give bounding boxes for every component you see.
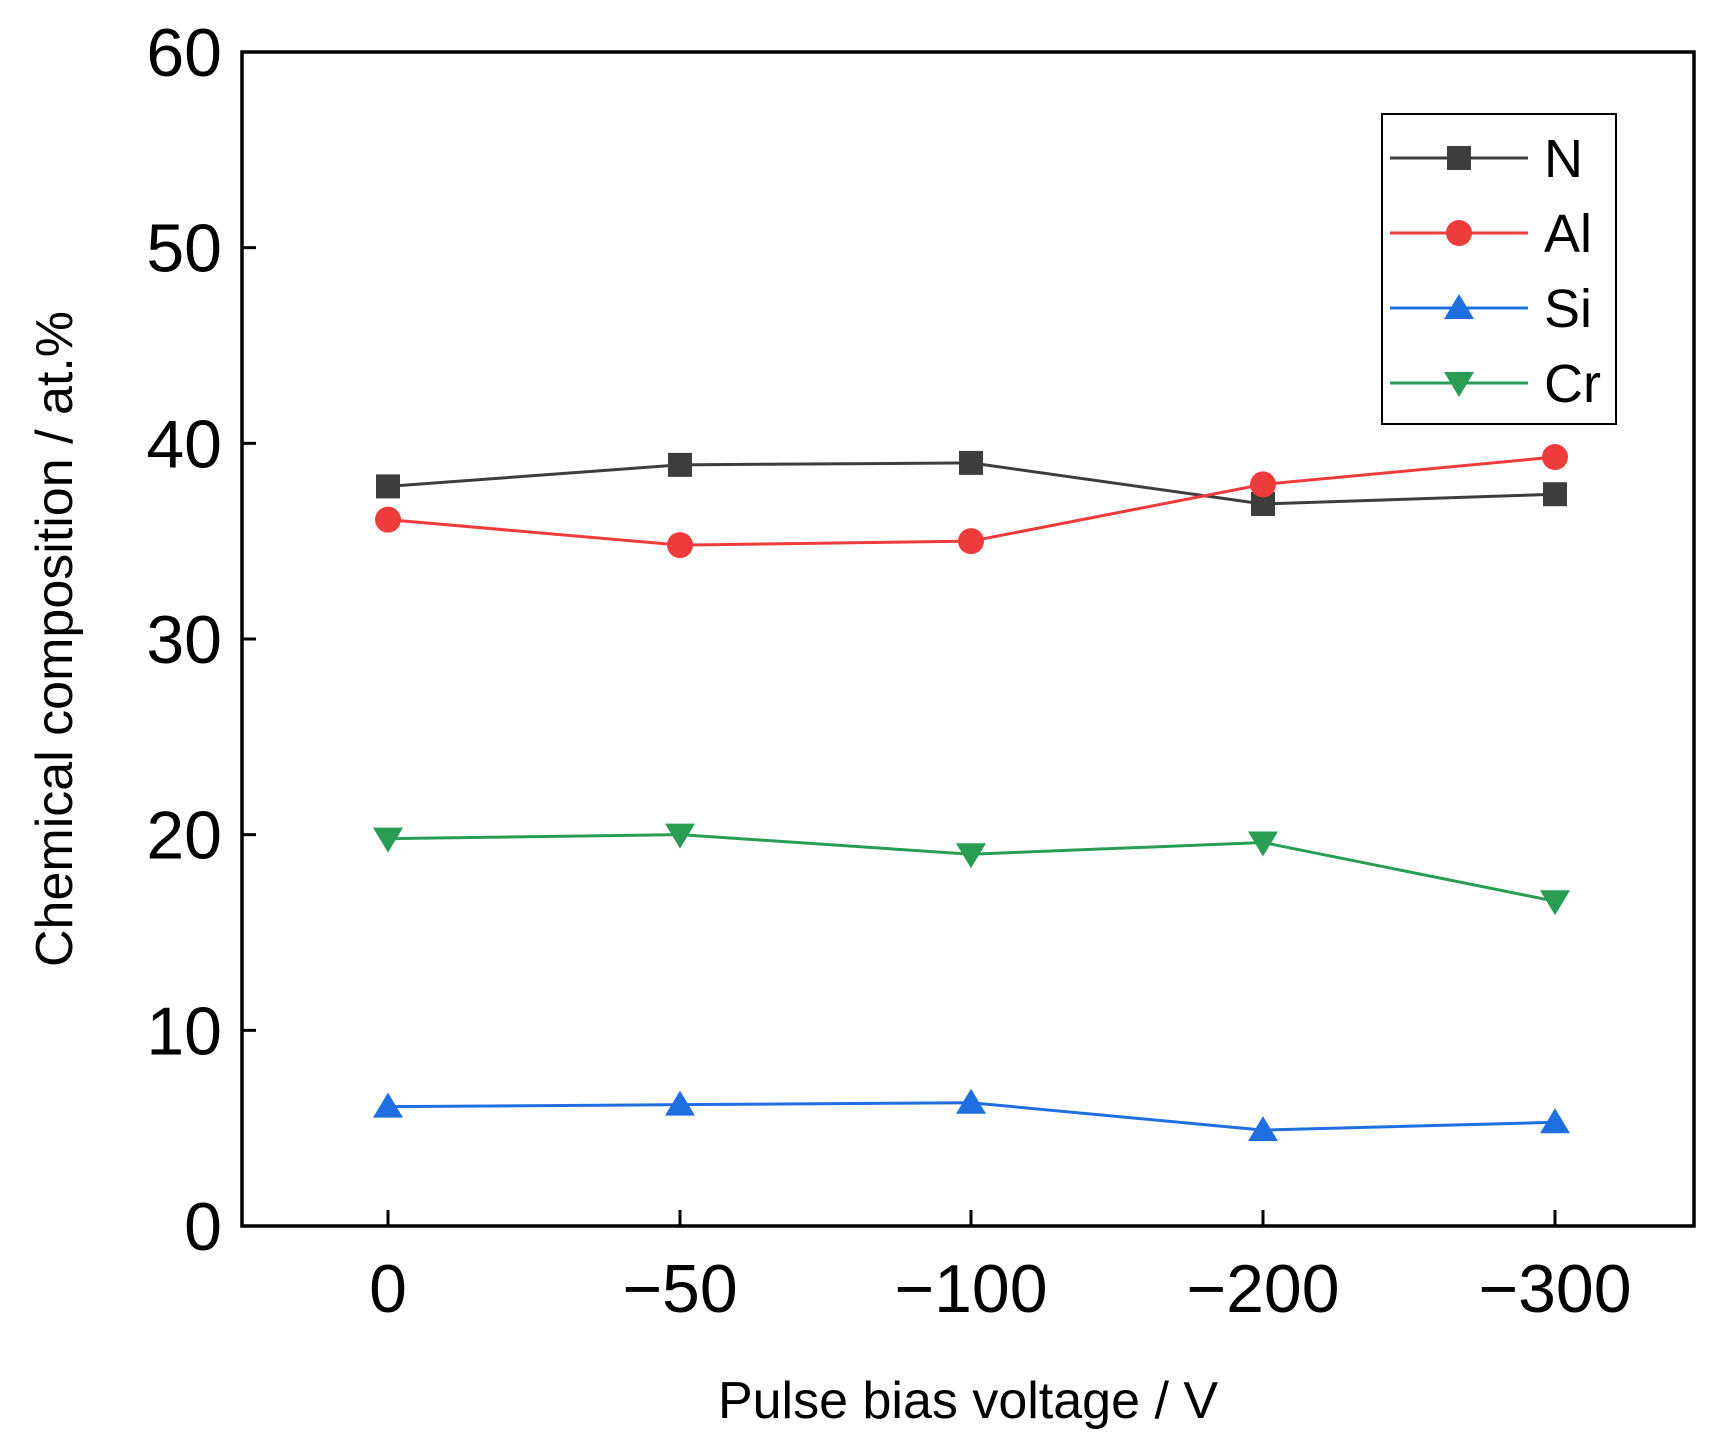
x-axis-title: Pulse bias voltage / V — [718, 1372, 1218, 1430]
y-tick-label: 0 — [184, 1189, 222, 1265]
x-tick-label: 0 — [369, 1251, 407, 1327]
data-point-al — [1542, 444, 1568, 471]
legend-marker — [1444, 294, 1474, 319]
y-tick-label: 10 — [146, 993, 222, 1069]
legend-box — [1381, 113, 1617, 425]
data-point-n — [668, 452, 692, 477]
series-layer — [373, 444, 1570, 1142]
x-tick-label: −100 — [894, 1251, 1047, 1327]
y-axis: 0 10 20 30 40 50 60 — [146, 15, 256, 1265]
data-point-cr — [956, 843, 986, 869]
y-tick-label: 60 — [146, 15, 222, 91]
series-si — [373, 1088, 1570, 1142]
data-point-al — [958, 528, 984, 555]
data-point-n — [376, 474, 400, 499]
data-point-cr — [373, 827, 403, 853]
data-point-al — [375, 506, 401, 533]
legend-label: N — [1544, 129, 1583, 189]
series-n — [376, 450, 1567, 516]
data-point-al — [667, 532, 693, 559]
legend-marker — [1447, 146, 1471, 170]
series-cr — [373, 823, 1570, 916]
data-point-n — [1543, 482, 1567, 507]
legend-item-si: Si — [1390, 279, 1592, 339]
data-point-si — [1540, 1108, 1570, 1134]
legend-item-n: N — [1390, 129, 1583, 189]
legend-marker — [1446, 220, 1472, 246]
legend-item-al: Al — [1390, 204, 1592, 264]
data-point-n — [959, 450, 983, 475]
legend-label: Al — [1544, 204, 1592, 264]
data-point-si — [665, 1090, 695, 1116]
data-point-al — [1250, 471, 1276, 498]
data-point-cr — [1540, 890, 1570, 916]
x-tick-label: −300 — [1478, 1251, 1631, 1327]
x-tick-label: −200 — [1186, 1251, 1339, 1327]
series-al — [375, 444, 1568, 559]
x-tick-label: −50 — [622, 1251, 737, 1327]
y-axis-title: Chemical composition / at.% — [26, 311, 84, 967]
x-axis: 0 −50 −100 −200 −300 — [369, 1210, 1632, 1327]
data-point-cr — [665, 823, 695, 849]
y-tick-label: 40 — [146, 406, 222, 482]
y-tick-label: 30 — [146, 602, 222, 678]
data-point-si — [956, 1088, 986, 1114]
data-point-si — [1248, 1116, 1278, 1142]
legend: N Al Si Cr — [1381, 113, 1617, 425]
y-tick-label: 50 — [146, 211, 222, 287]
y-tick-label: 20 — [146, 798, 222, 874]
legend-marker — [1444, 372, 1474, 397]
data-point-cr — [1248, 831, 1278, 857]
legend-label: Cr — [1544, 354, 1601, 414]
data-point-si — [373, 1092, 403, 1118]
legend-item-cr: Cr — [1390, 354, 1601, 414]
legend-label: Si — [1544, 279, 1592, 339]
